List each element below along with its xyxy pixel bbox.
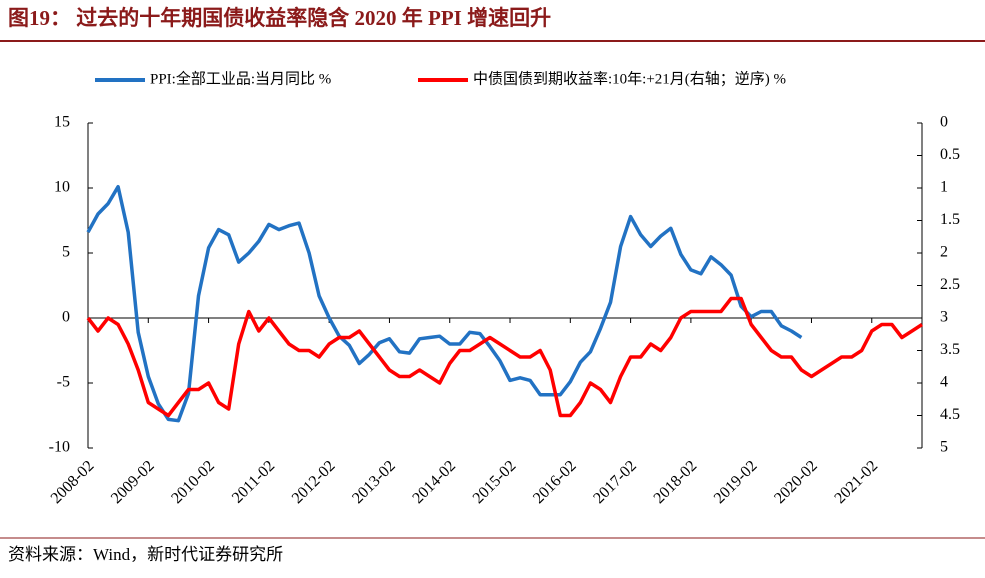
y2-tick-label: 3 (940, 309, 948, 326)
series-line (86, 184, 803, 423)
x-tick-label: 2020-02 (771, 457, 821, 507)
legend-label: 中债国债到期收益率:10年:+21月(右轴；逆序) % (473, 70, 786, 87)
chart-title: 图19： 过去的十年期国债收益率隐含 2020 年 PPI 增速回升 (8, 6, 551, 30)
x-tick-label: 2010-02 (168, 457, 218, 507)
x-tick-label: 2013-02 (349, 457, 399, 507)
x-tick-label: 2017-02 (590, 457, 640, 507)
y2-tick-label: 2.5 (940, 276, 960, 293)
x-tick-label: 2012-02 (289, 457, 339, 507)
y-tick-label: 10 (54, 179, 70, 196)
y2-tick-label: 2 (940, 244, 948, 261)
y2-tick-label: 4 (940, 374, 948, 391)
x-tick-label: 2008-02 (48, 457, 98, 507)
x-tick-label: 2021-02 (831, 457, 881, 507)
y2-tick-label: 0 (940, 114, 948, 131)
y-tick-label: 5 (62, 244, 70, 261)
y-tick-label: -5 (57, 374, 70, 391)
legend-label: PPI:全部工业品:当月同比 % (150, 69, 331, 87)
x-tick-label: 2009-02 (108, 457, 158, 507)
y2-tick-label: 1 (940, 179, 948, 196)
y2-tick-label: 5 (940, 439, 948, 456)
x-tick-label: 2015-02 (470, 457, 520, 507)
y-tick-label: 0 (62, 309, 70, 326)
y-tick-label: 15 (54, 114, 70, 131)
x-tick-label: 2019-02 (711, 457, 761, 507)
y2-tick-label: 3.5 (940, 341, 960, 358)
y2-tick-label: 4.5 (940, 406, 960, 423)
source-note: 资料来源：Wind，新时代证券研究所 (8, 545, 283, 564)
x-tick-label: 2014-02 (409, 457, 459, 507)
series-line (86, 296, 923, 418)
y-tick-label: -10 (49, 439, 70, 456)
y2-tick-label: 1.5 (940, 211, 960, 228)
x-tick-label: 2018-02 (651, 457, 701, 507)
x-tick-label: 2016-02 (530, 457, 580, 507)
y2-tick-label: 0.5 (940, 146, 960, 163)
x-tick-label: 2011-02 (229, 457, 278, 506)
